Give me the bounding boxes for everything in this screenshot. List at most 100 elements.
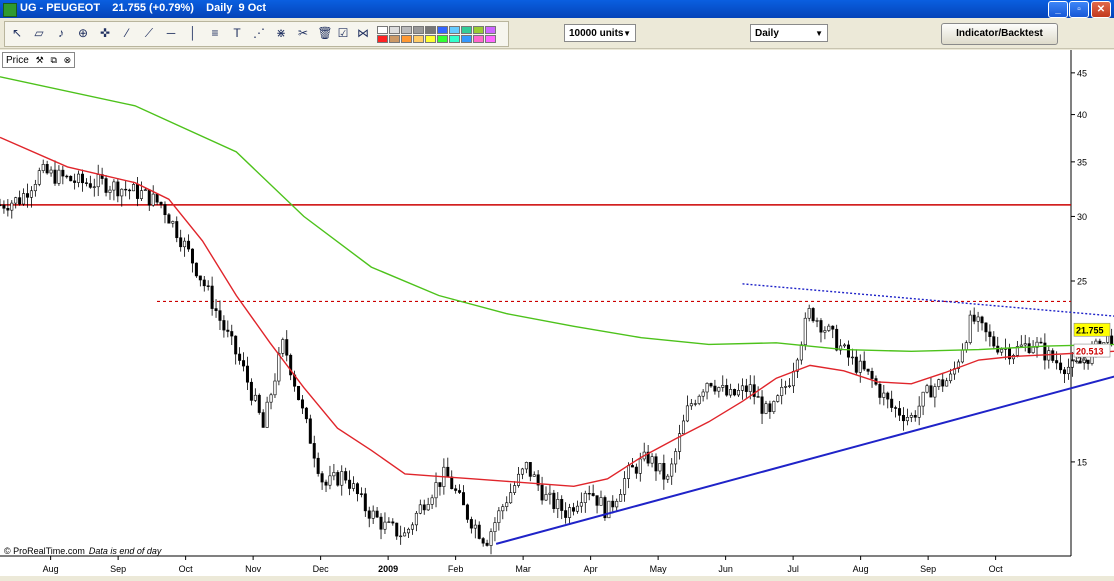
candle-body (1040, 342, 1042, 343)
candle-body (769, 404, 771, 412)
candle-body (1107, 336, 1109, 343)
candle-body (148, 190, 150, 205)
line-icon[interactable]: ⁄ (119, 25, 135, 41)
color-swatch[interactable] (401, 35, 412, 43)
color-swatch[interactable] (425, 35, 436, 43)
alert-bell-icon[interactable]: ♪ (53, 25, 69, 41)
vertical-line-icon[interactable]: │ (185, 25, 201, 41)
candle-body (431, 498, 433, 505)
candle-body (305, 408, 307, 419)
text-tool-icon[interactable]: T (229, 25, 245, 41)
candle-body (403, 533, 405, 536)
color-swatch[interactable] (473, 35, 484, 43)
minimize-button[interactable]: _ (1048, 1, 1068, 18)
color-swatch[interactable] (425, 26, 436, 34)
wrench-icon[interactable]: ⚒ (36, 53, 44, 67)
candle-body (588, 493, 590, 494)
candle-body (7, 208, 9, 210)
zoom-icon[interactable]: ⊕ (75, 25, 91, 41)
color-swatch[interactable] (485, 26, 496, 34)
color-swatch[interactable] (413, 26, 424, 34)
candle-body (918, 406, 920, 417)
color-swatch[interactable] (485, 35, 496, 43)
color-swatch[interactable] (389, 26, 400, 34)
candle-body (780, 387, 782, 395)
close-icon[interactable]: ⊗ (64, 53, 72, 67)
color-swatch[interactable] (437, 35, 448, 43)
candle-body (451, 477, 453, 489)
color-swatch[interactable] (473, 26, 484, 34)
candle-body (741, 386, 743, 391)
period-select[interactable]: Daily▼ (750, 24, 828, 42)
window-title: UG - PEUGEOT 21.755 (+0.79%) Daily 9 Oct (20, 2, 266, 14)
candle-body (1020, 345, 1022, 346)
channel-icon[interactable]: ≡ (207, 25, 223, 41)
candle-body (859, 361, 861, 372)
ruler-icon[interactable]: ▱ (31, 25, 47, 41)
x-tick-label: Oct (179, 564, 194, 574)
candle-body (46, 164, 48, 173)
candle-body (352, 484, 354, 489)
candle-body (930, 386, 932, 397)
color-swatch[interactable] (377, 26, 388, 34)
color-swatch[interactable] (401, 26, 412, 34)
color-swatch[interactable] (377, 35, 388, 43)
check-icon[interactable]: ☑ (335, 25, 351, 41)
maximize-button[interactable]: ▫ (1069, 1, 1089, 18)
horizontal-line-icon[interactable]: ─ (163, 25, 179, 41)
candle-body (384, 522, 386, 529)
color-swatch[interactable] (449, 35, 460, 43)
price-panel-label: Price ⚒ ⧉ ⊗ (2, 52, 75, 68)
candle-body (663, 463, 665, 479)
candle-body (631, 465, 633, 467)
candle-body (506, 503, 508, 507)
candle-body (855, 357, 857, 372)
pattern-icon[interactable]: ⋈ (355, 25, 371, 41)
candle-body (1071, 361, 1073, 367)
indicator-backtest-button[interactable]: Indicator/Backtest (941, 23, 1058, 45)
candle-body (612, 501, 614, 507)
color-swatch[interactable] (413, 35, 424, 43)
color-swatch[interactable] (389, 35, 400, 43)
candle-body (407, 529, 409, 533)
windows-icon[interactable]: ⧉ (50, 53, 56, 67)
candle-body (580, 503, 582, 506)
units-select[interactable]: 10000 units▼ (564, 24, 636, 42)
window-titlebar: UG - PEUGEOT 21.755 (+0.79%) Daily 9 Oct… (0, 0, 1114, 18)
candle-body (388, 522, 390, 523)
candle-body (706, 383, 708, 392)
crosshair-icon[interactable]: ✜ (97, 25, 113, 41)
candle-body (187, 241, 189, 249)
app-icon (3, 3, 17, 17)
fan-icon[interactable]: ⋇ (273, 25, 289, 41)
ray-icon[interactable]: ⟋ (141, 25, 157, 41)
close-button[interactable]: ✕ (1091, 1, 1111, 18)
candle-body (250, 382, 252, 400)
candle-body (348, 480, 350, 488)
candle-body (871, 371, 873, 378)
x-tick-label: Jul (787, 564, 799, 574)
fibonacci-icon[interactable]: ⋰ (251, 25, 267, 41)
candle-body (710, 383, 712, 386)
candle-body (568, 508, 570, 518)
candle-body (851, 357, 853, 358)
trash-icon[interactable]: 🗑 (317, 25, 333, 41)
color-swatch[interactable] (449, 26, 460, 34)
candle-body (337, 472, 339, 485)
y-tick-label: 45 (1077, 68, 1087, 78)
candle-body (117, 182, 119, 196)
tools-icon[interactable]: ✂ (295, 25, 311, 41)
candle-body (242, 361, 244, 367)
pointer-icon[interactable]: ↖ (9, 25, 25, 41)
candle-body (969, 315, 971, 343)
candle-body (1063, 370, 1065, 374)
color-swatch[interactable] (461, 26, 472, 34)
candle-body (1110, 336, 1112, 344)
candle-body (164, 205, 166, 215)
color-swatch[interactable] (437, 26, 448, 34)
candle-body (26, 194, 28, 198)
color-swatch[interactable] (461, 35, 472, 43)
candle-body (749, 385, 751, 392)
